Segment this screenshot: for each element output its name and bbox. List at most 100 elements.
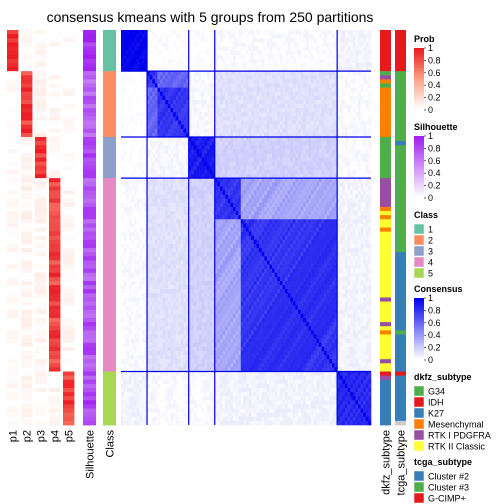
consensus-cell <box>246 30 249 35</box>
consensus-cell <box>121 58 124 64</box>
consensus-cell <box>264 194 268 199</box>
consensus-cell <box>196 227 200 232</box>
consensus-cell <box>183 62 187 68</box>
consensus-cell <box>365 128 369 134</box>
consensus-cell <box>253 231 257 237</box>
consensus-cell <box>287 161 291 167</box>
consensus-cell <box>279 54 283 60</box>
consensus-cell <box>209 194 213 199</box>
consensus-cell <box>339 165 343 171</box>
consensus-cell <box>290 79 294 84</box>
consensus-cell <box>173 83 176 88</box>
dkfz-subtype-cell <box>380 379 391 385</box>
consensus-cell <box>324 239 328 245</box>
consensus-cell <box>206 202 210 208</box>
consensus-cell <box>253 219 257 224</box>
consensus-cell <box>259 124 262 130</box>
consensus-cell <box>311 54 315 60</box>
tcga-subtype-cell <box>395 359 406 364</box>
consensus-cell <box>178 165 182 171</box>
consensus-cell <box>173 227 176 232</box>
consensus-cell <box>272 42 275 47</box>
consensus-cell <box>337 62 341 68</box>
silhouette-cell <box>83 408 96 414</box>
dkfz-subtype-cell <box>380 268 391 274</box>
consensus-cell <box>253 87 257 93</box>
consensus-cell <box>357 190 361 195</box>
consensus-cell <box>300 124 304 130</box>
prob-cell <box>21 186 33 191</box>
consensus-cell <box>256 198 260 204</box>
consensus-cell <box>196 157 200 162</box>
consensus-cell <box>225 182 229 187</box>
consensus-cell <box>256 165 260 171</box>
consensus-cell <box>269 227 273 232</box>
consensus-cell <box>157 186 161 191</box>
consensus-cell <box>152 128 156 134</box>
consensus-cell <box>170 206 174 212</box>
consensus-cell <box>225 75 229 80</box>
consensus-cell <box>300 231 304 237</box>
prob-cell <box>63 248 75 253</box>
prob-cell <box>7 219 19 224</box>
consensus-cell <box>214 95 218 101</box>
consensus-cell <box>230 223 234 228</box>
consensus-cell <box>305 190 309 195</box>
consensus-cell <box>123 58 127 64</box>
consensus-cell <box>269 54 273 60</box>
consensus-cell <box>292 235 296 241</box>
tcga-subtype-cell <box>395 30 406 35</box>
consensus-cell <box>342 91 346 97</box>
consensus-cell <box>232 169 236 175</box>
consensus-cell <box>324 186 328 191</box>
prob-cell <box>63 420 75 426</box>
consensus-cell <box>173 223 176 228</box>
prob-cell <box>49 231 61 237</box>
consensus-cell <box>295 202 299 208</box>
consensus-cell <box>272 120 275 125</box>
consensus-cell <box>219 239 223 245</box>
consensus-cell <box>287 108 291 113</box>
prob-cell <box>35 62 47 68</box>
consensus-cell <box>251 198 255 204</box>
consensus-cell <box>128 30 132 35</box>
consensus-cell <box>186 239 190 245</box>
consensus-cell <box>183 239 187 245</box>
consensus-cell <box>230 62 234 68</box>
consensus-cell <box>339 112 343 117</box>
consensus-cell <box>206 83 210 88</box>
consensus-cell <box>167 182 171 187</box>
consensus-cell <box>253 153 257 158</box>
consensus-cell <box>193 104 197 109</box>
consensus-cell <box>347 239 351 245</box>
consensus-cell <box>365 99 369 105</box>
consensus-cell <box>243 194 247 199</box>
consensus-cell <box>173 239 176 245</box>
consensus-cell <box>212 54 216 60</box>
consensus-cell <box>350 54 354 60</box>
consensus-cell <box>363 50 367 55</box>
consensus-cell <box>188 161 192 167</box>
consensus-cell <box>201 116 205 121</box>
consensus-cell <box>318 145 322 150</box>
consensus-cell <box>173 104 176 109</box>
consensus-cell <box>282 132 286 138</box>
consensus-cell <box>266 157 270 162</box>
consensus-cell <box>337 141 341 146</box>
consensus-cell <box>144 124 148 130</box>
consensus-cell <box>235 71 239 76</box>
consensus-cell <box>212 71 216 76</box>
consensus-cell <box>274 239 278 245</box>
prob-cell <box>21 318 33 323</box>
consensus-cell <box>178 157 182 162</box>
tcga-subtype-cell <box>395 219 406 224</box>
consensus-cell <box>136 34 140 39</box>
consensus-cell <box>149 136 153 142</box>
consensus-cell <box>313 75 317 80</box>
consensus-cell <box>360 34 364 39</box>
consensus-cell <box>243 235 247 241</box>
consensus-cell <box>272 219 275 224</box>
consensus-cell <box>360 219 364 224</box>
consensus-cell <box>311 99 315 105</box>
consensus-cell <box>199 141 203 146</box>
